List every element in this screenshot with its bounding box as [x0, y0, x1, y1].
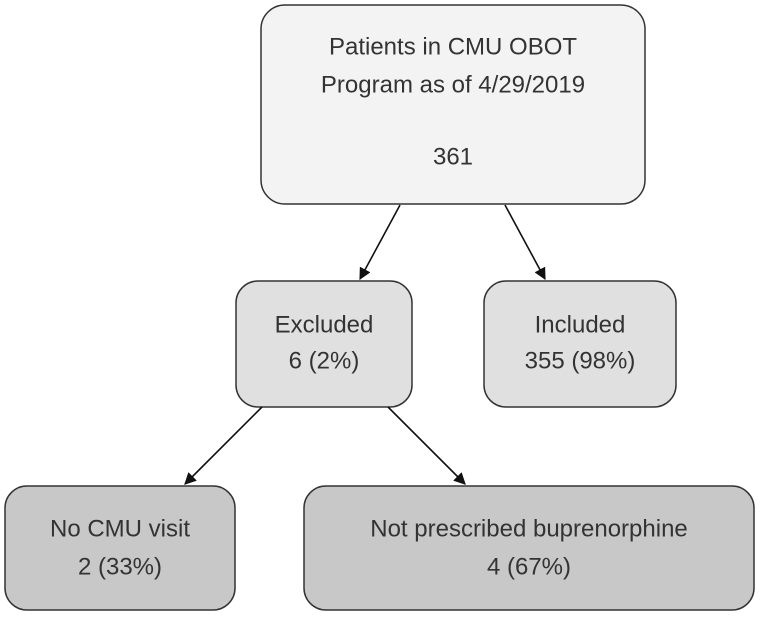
node-text: No CMU visit: [50, 515, 190, 542]
node-text: Excluded: [275, 311, 374, 338]
arrow: [184, 406, 263, 485]
arrow: [504, 204, 546, 281]
node-excluded: Excluded 6 (2%): [235, 280, 413, 408]
node-box: [483, 280, 677, 408]
arrow: [387, 406, 466, 485]
node-box: [235, 280, 413, 408]
node-text: 361: [433, 143, 473, 170]
node-total: Patients in CMU OBOT Program as of 4/29/…: [260, 4, 646, 205]
node-box: [303, 485, 755, 611]
node-text: 6 (2%): [289, 347, 360, 374]
node-text: Program as of 4/29/2019: [321, 71, 585, 98]
node-not-prescribed: Not prescribed buprenorphine 4 (67%): [303, 485, 755, 611]
node-text: Included: [535, 311, 626, 338]
node-text: 2 (33%): [78, 553, 162, 580]
node-included: Included 355 (98%): [483, 280, 677, 408]
node-text: Patients in CMU OBOT: [329, 33, 577, 60]
node-box: [4, 485, 236, 611]
node-text: Not prescribed buprenorphine: [370, 515, 688, 542]
node-box: [260, 4, 646, 205]
arrow: [359, 204, 401, 281]
node-text: 4 (67%): [487, 553, 571, 580]
node-no-visit: No CMU visit 2 (33%): [4, 485, 236, 611]
node-text: 355 (98%): [525, 347, 636, 374]
